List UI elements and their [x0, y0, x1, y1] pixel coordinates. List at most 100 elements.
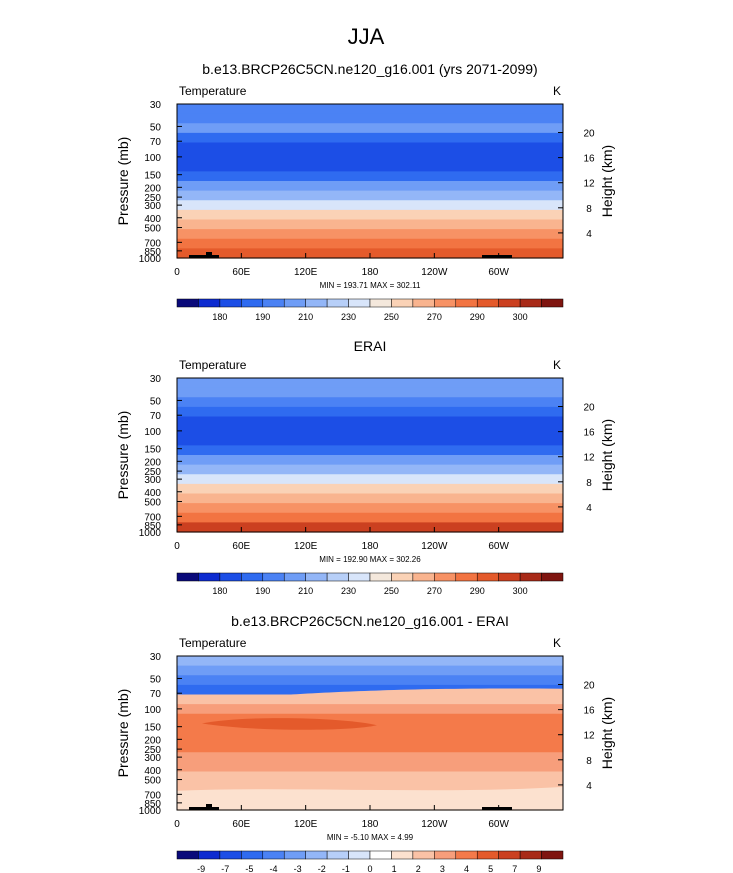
x-tick-label: 60E — [232, 267, 250, 278]
y2-tick-label: 4 — [586, 229, 592, 240]
colorbar-swatch — [198, 572, 221, 582]
y-tick-label: 70 — [150, 689, 162, 700]
contour-band — [177, 771, 563, 782]
colorbar-label: 180 — [212, 586, 227, 596]
contour-band — [177, 416, 563, 427]
y-tick-label: 400 — [144, 766, 161, 777]
colorbar-swatch — [541, 298, 564, 308]
colorbar-label: 270 — [427, 312, 442, 322]
colorbar-swatch — [326, 850, 349, 860]
colorbar-label: -4 — [269, 864, 277, 873]
contour-band — [177, 474, 563, 485]
colorbar-label: 180 — [212, 312, 227, 322]
contour-band — [177, 742, 563, 753]
contour-band — [177, 761, 563, 773]
y-tick-label: 250 — [144, 745, 161, 756]
y2-tick-label: 4 — [586, 781, 592, 792]
colorbar-swatch — [241, 572, 264, 582]
colorbar-swatch — [176, 298, 199, 308]
colorbar-label: 190 — [255, 586, 270, 596]
contour-band — [177, 675, 563, 686]
contour-band — [177, 387, 563, 398]
colorbar-swatch — [262, 572, 285, 582]
colorbar-label: 190 — [255, 312, 270, 322]
colorbar-label: 210 — [298, 312, 313, 322]
x-tick-label: 60E — [232, 541, 250, 552]
contour-band — [177, 684, 563, 696]
y2-tick-label: 16 — [583, 428, 595, 439]
colorbar-swatch — [541, 572, 564, 582]
y-tick-label: 250 — [144, 193, 161, 204]
x-tick-label: 0 — [174, 819, 180, 830]
y2-tick-label: 20 — [583, 403, 595, 414]
y-tick-label: 1000 — [139, 528, 162, 539]
topography-mask — [189, 807, 219, 810]
colorbar-label: 300 — [513, 312, 528, 322]
colorbar-swatch — [305, 572, 328, 582]
colorbar-swatch — [176, 572, 199, 582]
colorbar-swatch — [326, 298, 349, 308]
colorbar-label: -7 — [221, 864, 229, 873]
y-tick-label: 50 — [150, 396, 162, 407]
y2-axis-label: Height (km) — [599, 145, 615, 217]
panel-left-label: Temperature — [179, 84, 247, 98]
contour-band — [177, 483, 563, 495]
contour-band — [177, 445, 563, 456]
contour-band — [177, 238, 563, 249]
x-tick-label: 60W — [488, 541, 509, 552]
y-tick-label: 500 — [144, 224, 161, 235]
contour-band — [177, 406, 563, 418]
colorbar-swatch — [412, 298, 435, 308]
contour-band — [177, 378, 563, 389]
x-tick-label: 120W — [421, 819, 448, 830]
contour-band — [177, 152, 563, 163]
contour-band — [177, 161, 563, 172]
y-tick-label: 300 — [144, 475, 161, 486]
y-tick-label: 50 — [150, 122, 162, 133]
x-tick-label: 0 — [174, 267, 180, 278]
contour-band — [177, 200, 563, 211]
y-tick-label: 1000 — [139, 254, 162, 265]
y-tick-label: 700 — [144, 512, 161, 523]
colorbar-label: 250 — [384, 312, 399, 322]
y-tick-label: 150 — [144, 445, 161, 456]
diff-feature-warm-band — [177, 688, 563, 698]
y2-tick-label: 8 — [586, 478, 592, 489]
y2-axis-label: Height (km) — [599, 419, 615, 491]
y2-tick-label: 12 — [583, 453, 595, 464]
diff-feature-surface-band — [177, 786, 563, 810]
y2-tick-label: 20 — [583, 129, 595, 140]
y2-tick-label: 8 — [586, 204, 592, 215]
colorbar-swatch — [283, 298, 306, 308]
contour-band — [177, 229, 563, 240]
x-tick-label: 120W — [421, 541, 448, 552]
y2-tick-label: 12 — [583, 731, 595, 742]
min-max-label: MIN = 193.71 MAX = 302.11 — [320, 281, 421, 290]
y2-axis-label: Height (km) — [599, 697, 615, 769]
chart-panel-3: b.e13.BRCP26C5CN.ne120_g16.001 - ERAI Tem… — [115, 613, 615, 873]
y2-tick-label: 20 — [583, 681, 595, 692]
panel-units-label: K — [553, 358, 561, 372]
colorbar-swatch — [283, 850, 306, 860]
colorbar-swatch — [219, 298, 242, 308]
contour-band — [177, 512, 563, 523]
contour-band — [177, 171, 563, 182]
colorbar-label: -2 — [318, 864, 326, 873]
y-tick-label: 30 — [150, 652, 162, 663]
y2-tick-label: 16 — [583, 154, 595, 165]
diff-feature-max-region — [202, 718, 377, 730]
contour-band — [177, 733, 563, 744]
x-tick-label: 120E — [294, 819, 318, 830]
y-tick-label: 30 — [150, 100, 162, 111]
contour-band — [177, 493, 563, 504]
season-title: JJA — [348, 24, 385, 49]
colorbar-swatch — [283, 572, 306, 582]
y-tick-label: 700 — [144, 238, 161, 249]
colorbar-label: 230 — [341, 586, 356, 596]
x-tick-label: 120E — [294, 267, 318, 278]
colorbar-swatch — [198, 850, 221, 860]
panel-title: ERAI — [354, 338, 387, 354]
contour-band — [177, 656, 563, 667]
contour-band — [177, 752, 563, 763]
